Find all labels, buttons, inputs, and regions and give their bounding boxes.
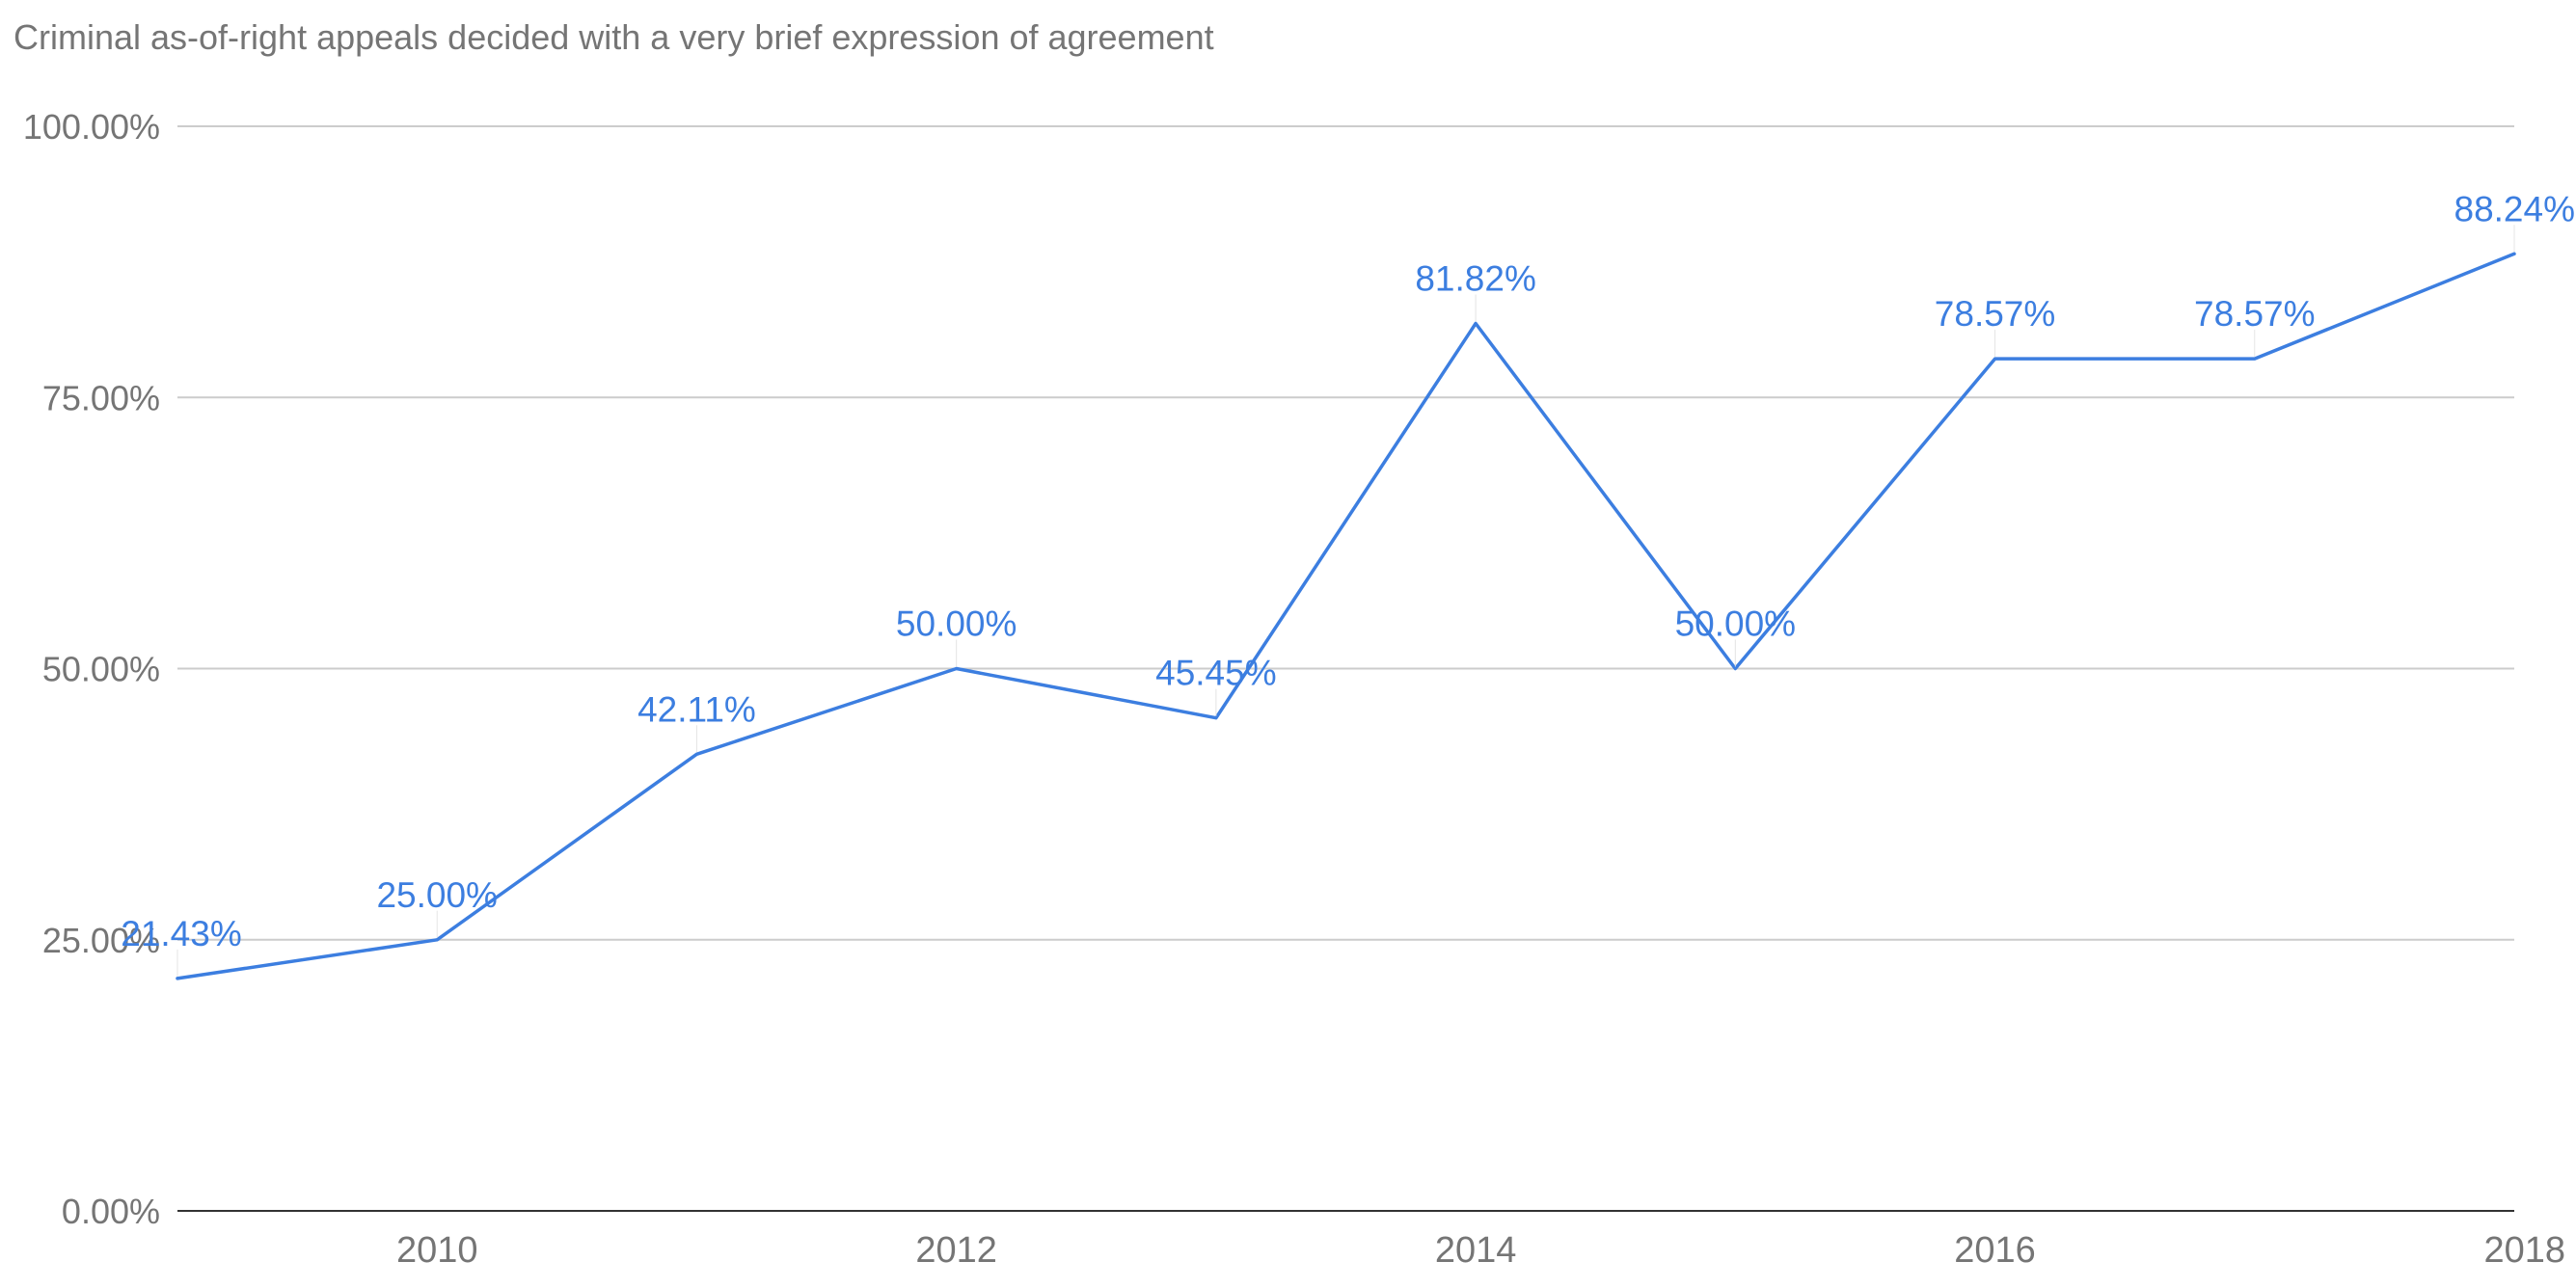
data-label: 50.00% [896, 604, 1017, 644]
y-tick-label: 100.00% [23, 107, 160, 147]
series-line-path [176, 252, 2516, 980]
series-line [176, 252, 2516, 980]
y-tick-label: 75.00% [42, 378, 160, 417]
y-tick-label: 25.00% [42, 921, 160, 960]
data-label: 78.57% [2194, 294, 2316, 334]
data-label: 50.00% [1675, 604, 1797, 644]
x-tick-label: 2018 [2483, 1230, 2565, 1271]
chart-title: Criminal as-of-right appeals decided wit… [14, 17, 1214, 57]
x-tick-label: 2014 [1435, 1230, 1517, 1271]
data-label: 25.00% [376, 875, 498, 915]
data-labels: 21.43% 25.00% 42.11% 50.00% 45.45% 81.82% 50.0… [121, 189, 2575, 977]
data-label: 21.43% [121, 914, 242, 953]
x-tick-label: 2010 [396, 1230, 478, 1271]
x-axis: 2010 2012 2014 2016 2018 [396, 1230, 2565, 1271]
x-tick-label: 2012 [915, 1230, 997, 1271]
y-tick-label: 50.00% [42, 650, 160, 689]
data-label: 42.11% [637, 689, 756, 729]
data-label: 45.45% [1155, 654, 1277, 693]
y-axis: 0.00% 25.00% 50.00% 75.00% 100.00% [23, 107, 160, 1231]
data-label: 88.24% [2454, 189, 2576, 228]
data-label: 81.82% [1415, 259, 1536, 299]
y-tick-label: 0.00% [62, 1192, 160, 1231]
data-label: 78.57% [1935, 294, 2056, 334]
gridlines [177, 125, 2514, 1212]
x-tick-label: 2016 [1954, 1230, 2036, 1271]
